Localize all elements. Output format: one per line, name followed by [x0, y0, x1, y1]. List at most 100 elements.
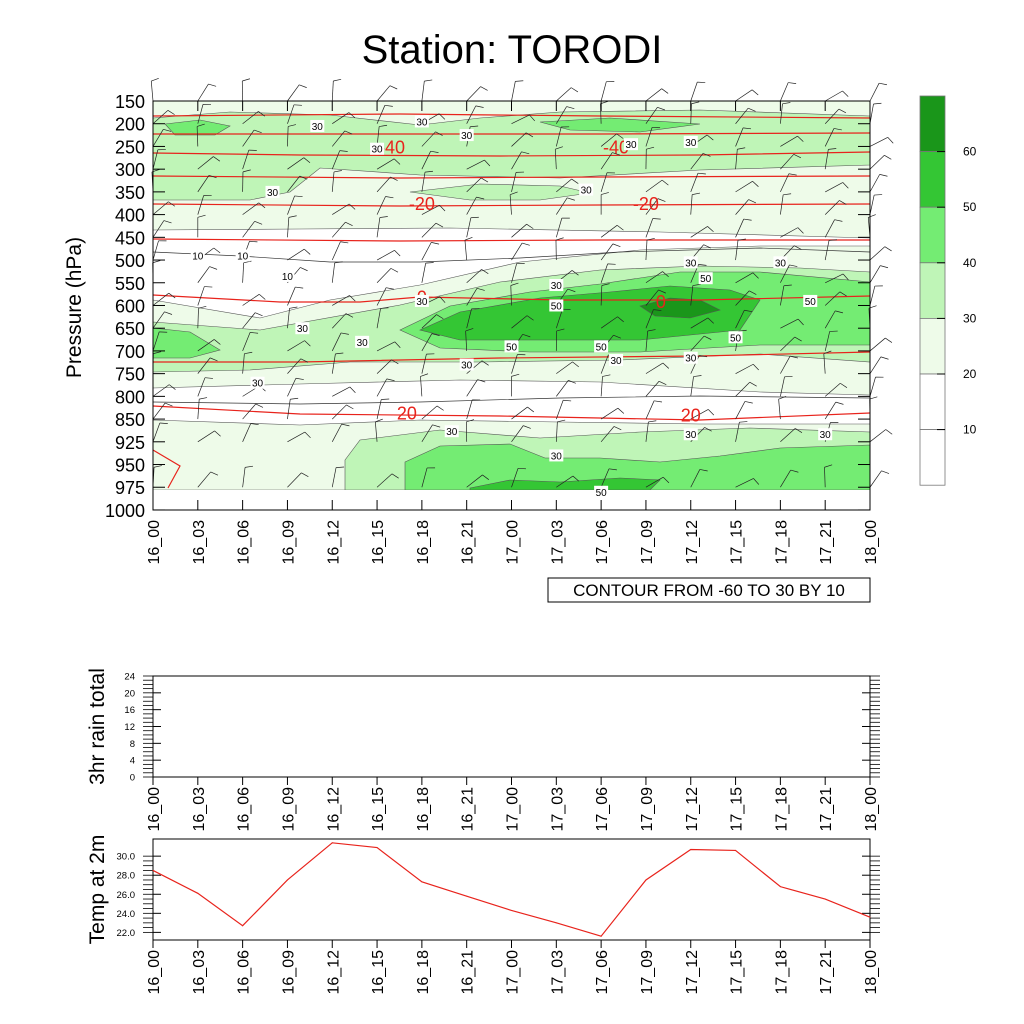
- wind-barb-feather: [303, 248, 311, 255]
- wind-barb-feather: [823, 350, 832, 355]
- x-tick-label: 17_12: [684, 950, 701, 995]
- rh-label-bg: [728, 331, 743, 344]
- rh-label-bg: [698, 272, 713, 285]
- wind-barb: [421, 222, 437, 238]
- wind-barb-feather: [435, 222, 444, 228]
- rh-contour-label: 50: [596, 342, 608, 353]
- y-tick-label: 500: [115, 251, 145, 271]
- wind-barb: [376, 217, 381, 238]
- wind-barb: [152, 129, 164, 147]
- wind-barb: [780, 173, 790, 193]
- wind-barb-feather: [835, 401, 844, 405]
- rh-label-bg: [579, 183, 594, 196]
- wind-barb: [466, 379, 478, 397]
- rh-label-bg: [459, 129, 474, 142]
- wind-barb: [287, 378, 297, 397]
- wind-barb: [287, 431, 306, 443]
- wind-barb-feather: [249, 240, 258, 243]
- temp2m-point: [376, 847, 378, 849]
- wind-barb-feather: [646, 237, 655, 241]
- temp2m-point: [735, 849, 737, 851]
- wind-barb: [600, 263, 608, 283]
- x-tick-label: 18_00: [863, 950, 880, 995]
- temp2m-point: [331, 842, 333, 844]
- wind-barb: [555, 309, 563, 329]
- wind-barb-feather: [386, 287, 395, 290]
- wind-barb-feather: [164, 311, 173, 315]
- wind-barb: [197, 377, 206, 397]
- y-tick-label: 850: [115, 410, 145, 430]
- wind-barb-feather: [349, 295, 356, 302]
- wind-barb-feather: [658, 380, 667, 386]
- wind-barb: [645, 421, 649, 442]
- wind-barb: [197, 308, 199, 329]
- wind-barb-feather: [748, 107, 756, 112]
- wind-barb-feather: [334, 261, 343, 264]
- wind-barb-feather: [658, 289, 667, 294]
- wind-barb: [509, 194, 512, 215]
- wind-barb-feather: [393, 158, 401, 165]
- wind-barb-feather: [835, 310, 844, 314]
- wind-barb: [152, 110, 169, 124]
- wind-barb-feather: [884, 246, 892, 252]
- wind-barb-feather: [608, 468, 617, 471]
- wind-barb: [780, 285, 785, 306]
- wind-barb-feather: [828, 148, 837, 150]
- x-tick-label: 16_15: [370, 787, 387, 832]
- temp2m-point: [197, 892, 199, 894]
- wind-barb-feather: [794, 245, 802, 250]
- temperature-contour-line-8: [152, 405, 871, 421]
- wind-barb: [824, 149, 829, 170]
- wind-barb-feather: [613, 334, 621, 339]
- wind-barb: [511, 315, 528, 329]
- wind-barb: [242, 129, 255, 147]
- x-tick-label: 17_09: [639, 520, 656, 565]
- wind-barb: [824, 467, 826, 488]
- wind-barb: [150, 81, 154, 102]
- y-tick-label: 4: [130, 756, 135, 767]
- wind-barb: [690, 153, 704, 170]
- wind-barb-feather: [168, 201, 176, 207]
- wind-barb: [690, 81, 698, 102]
- x-tick-label: 16_18: [415, 787, 432, 832]
- wind-barb-feather: [470, 125, 479, 128]
- wind-barb-feather: [197, 123, 205, 127]
- wind-barb: [152, 220, 165, 238]
- wind-barb: [645, 88, 662, 102]
- temp2m-point: [152, 869, 154, 871]
- wind-barb-feather: [386, 378, 395, 382]
- wind-barb-feather: [797, 318, 804, 326]
- temperature-contour-label: -20: [409, 194, 435, 214]
- wind-barb: [421, 314, 437, 329]
- wind-barb: [869, 83, 880, 102]
- wind-barb: [645, 198, 659, 215]
- temp2m-series: [152, 842, 871, 937]
- wind-barb-feather: [391, 473, 399, 479]
- wind-barb-feather: [425, 262, 434, 264]
- wind-barb-feather: [435, 131, 443, 136]
- wind-barb: [690, 226, 708, 238]
- temperature-contour-line-5: [152, 238, 870, 242]
- wind-barb: [645, 271, 663, 284]
- wind-barb-feather: [153, 465, 162, 468]
- wind-barb: [242, 353, 245, 374]
- wind-barb: [242, 332, 251, 352]
- wind-barb-feather: [295, 377, 304, 380]
- wind-barb: [197, 156, 214, 170]
- wind-barb-feather: [424, 79, 433, 82]
- y-tick-label: 1000: [105, 501, 145, 521]
- y-tick-label: 550: [115, 274, 145, 294]
- x-tick-label: 16_00: [146, 520, 163, 565]
- x-tick-label: 17_15: [729, 787, 746, 832]
- wind-barb: [376, 268, 392, 284]
- wind-barb-feather: [210, 471, 219, 476]
- wind-barb: [869, 337, 886, 352]
- wind-barb: [332, 295, 350, 306]
- rh-contour-label: 30: [551, 451, 563, 462]
- wind-barb-feather: [885, 429, 893, 435]
- wind-barb-feather: [782, 102, 791, 105]
- wind-barb: [287, 399, 291, 420]
- rh-contour-label: 30: [775, 258, 787, 269]
- rh-label-bg: [444, 425, 459, 438]
- rh-region-mid-peak: [639, 297, 721, 319]
